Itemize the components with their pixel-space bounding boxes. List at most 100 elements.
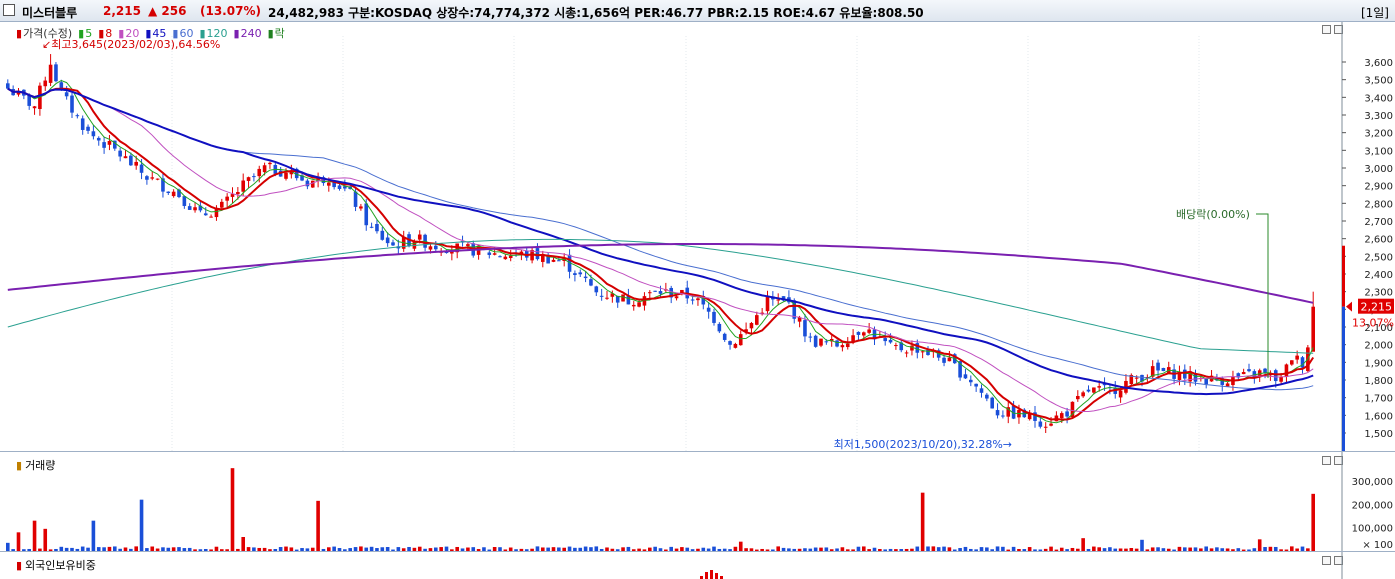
legend-item-2[interactable]: ▮8 <box>98 27 115 40</box>
candle-body <box>573 273 577 275</box>
foreign-marker-icon: ▮ <box>16 559 23 572</box>
candle-body <box>979 388 984 393</box>
candle-body <box>658 291 663 294</box>
volume-chart[interactable]: 300,000 200,000 100,000 × 100 <box>0 452 1395 552</box>
candle-body <box>615 295 620 303</box>
candle-body <box>883 338 887 342</box>
candle-body <box>364 203 369 226</box>
volume-bar <box>1081 538 1085 551</box>
volume-bar <box>530 548 534 551</box>
minimize-volume-button[interactable] <box>1322 456 1331 465</box>
candle-body <box>289 171 294 175</box>
legend-item-8[interactable]: ▮락 <box>268 27 288 40</box>
volume-bar <box>1188 547 1192 551</box>
volume-bar <box>926 546 930 551</box>
volume-bar <box>888 548 893 551</box>
volume-bar <box>557 547 561 551</box>
y-tick-label-6: 3,000 <box>1364 164 1393 175</box>
volume-bar <box>460 548 465 551</box>
legend-item-0[interactable]: ▮가격(수정) <box>16 27 75 40</box>
volume-bar <box>1097 547 1101 551</box>
candle-body <box>305 180 310 187</box>
candle-body <box>1129 374 1134 385</box>
candle-body <box>722 333 727 340</box>
candle-body <box>332 182 336 188</box>
candle-body <box>385 237 390 244</box>
volume-bar <box>947 547 952 551</box>
ma5-line <box>7 79 1314 424</box>
volume-bar <box>535 546 540 551</box>
volume-bar <box>963 546 968 551</box>
legend-item-3[interactable]: ▮20 <box>118 27 142 40</box>
legend-item-1[interactable]: ▮5 <box>78 27 95 40</box>
volume-bar <box>648 547 652 551</box>
candle-body <box>466 244 470 246</box>
volume-bar <box>187 547 192 551</box>
legend-item-4[interactable]: ▮45 <box>145 27 169 40</box>
foreign-bars <box>700 570 723 579</box>
volume-bar <box>755 549 759 551</box>
candle-body <box>674 296 679 299</box>
volume-bar <box>300 548 304 551</box>
candle-body <box>920 351 925 353</box>
candle-body <box>337 185 342 189</box>
candle-body <box>1263 368 1267 373</box>
volume-bar <box>931 546 936 551</box>
candle-body <box>294 168 299 179</box>
volume-bar <box>669 546 673 551</box>
candle-body <box>59 82 64 91</box>
volume-bar <box>1166 548 1171 551</box>
candle-body <box>1065 411 1069 417</box>
candle-body <box>631 304 636 307</box>
volume-bar <box>1033 549 1037 551</box>
legend-swatch-icon: ▮ <box>78 27 85 40</box>
volume-bar <box>1311 493 1315 551</box>
volume-bar <box>696 548 700 551</box>
price-chart[interactable]: 3,600 3,500 3,400 3,300 3,200 3,100 3,000 2,900… <box>0 22 1395 452</box>
volume-bar <box>1022 549 1027 551</box>
volume-bar <box>450 549 454 551</box>
candle-body <box>583 276 588 279</box>
candle-body <box>835 340 839 347</box>
volume-bar <box>910 548 914 551</box>
minimize-panel-button[interactable] <box>1322 25 1331 34</box>
candle-body <box>680 289 684 294</box>
volume-bar <box>803 548 807 551</box>
volume-bar <box>819 547 823 551</box>
candle-body <box>808 336 813 338</box>
legend-item-6[interactable]: ▮120 <box>199 27 230 40</box>
candle-body <box>43 80 48 87</box>
candle-body <box>54 64 58 82</box>
volume-bar <box>856 546 861 551</box>
select-checkbox[interactable] <box>3 4 15 16</box>
candle-body <box>48 64 53 83</box>
stock-name[interactable]: 미스터블루 <box>22 6 78 20</box>
legend-item-7[interactable]: ▮240 <box>234 27 265 40</box>
volume-bar <box>209 549 213 551</box>
volume-bar <box>401 548 406 551</box>
volume-bar <box>883 549 887 551</box>
candle-body <box>107 141 112 145</box>
volume-bar <box>760 548 764 551</box>
ma60-line <box>7 88 1314 391</box>
foreign-ownership-chart[interactable] <box>0 552 1395 579</box>
volume-bar <box>182 548 187 551</box>
candle-body <box>129 155 133 166</box>
candle-body <box>792 300 797 319</box>
volume-bar <box>27 548 31 551</box>
volume-bar <box>177 547 181 551</box>
volume-bar <box>289 547 294 551</box>
candle-body <box>813 335 818 347</box>
candle-body <box>690 299 695 301</box>
volume-bar <box>1225 548 1230 551</box>
candle-body <box>1204 378 1208 385</box>
volume-bar <box>38 548 42 551</box>
legend-item-5[interactable]: ▮60 <box>172 27 196 40</box>
period-selector[interactable]: [1일] <box>1360 6 1389 20</box>
candle-body <box>1033 412 1037 421</box>
volume-bar <box>642 549 647 551</box>
volume-bar <box>1150 547 1155 551</box>
volume-bar <box>214 546 219 551</box>
minimize-foreign-button[interactable] <box>1322 556 1331 565</box>
candle-body <box>1220 378 1225 385</box>
